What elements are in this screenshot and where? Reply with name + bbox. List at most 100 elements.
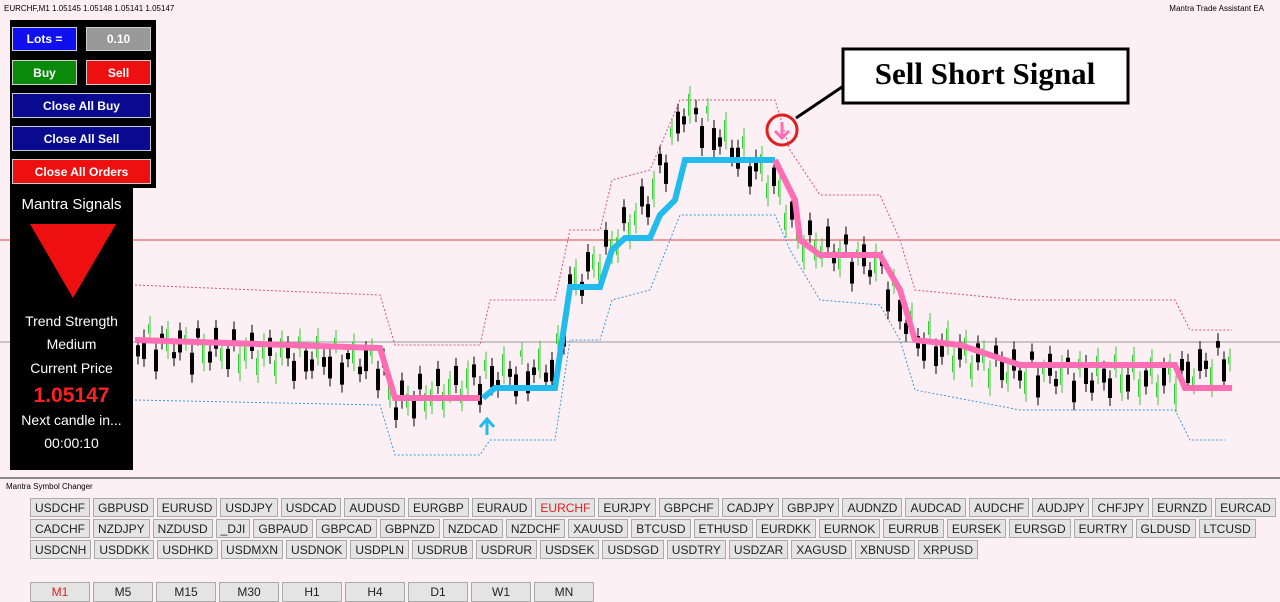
candle-body — [190, 352, 194, 375]
candle-body — [754, 157, 758, 172]
timeframe-button[interactable]: M1 — [30, 582, 90, 602]
candle-body — [1156, 382, 1157, 398]
candle-body — [328, 356, 332, 379]
symbol-button[interactable]: EURCAD — [1215, 498, 1276, 517]
symbol-button[interactable]: AUDJPY — [1032, 498, 1090, 517]
symbol-button[interactable]: GBPUSD — [93, 498, 154, 517]
symbol-button[interactable]: USDMXN — [221, 540, 284, 559]
symbol-button[interactable]: USDZAR — [728, 540, 789, 559]
sell-arrow — [773, 122, 791, 141]
symbol-button[interactable]: XAUUSD — [568, 519, 629, 538]
lots-value[interactable]: 0.10 — [86, 27, 151, 51]
timeframe-button[interactable]: D1 — [408, 582, 468, 602]
symbol-button[interactable]: USDSEK — [540, 540, 600, 559]
symbol-button[interactable]: AUDCAD — [905, 498, 967, 517]
close-all-orders[interactable]: Close All Orders — [12, 159, 151, 184]
symbol-button[interactable]: NZDJPY — [93, 519, 150, 538]
candle-body — [388, 378, 389, 400]
symbol-button[interactable]: GBPAUD — [253, 519, 314, 538]
symbol-button[interactable]: CADJPY — [721, 498, 780, 517]
symbol-button[interactable]: NZDCAD — [442, 519, 503, 538]
candle-body — [1180, 358, 1184, 371]
symbol-button[interactable]: NZDUSD — [152, 519, 213, 538]
symbol-button[interactable]: USDRUR — [475, 540, 538, 559]
candle-body — [784, 212, 785, 231]
symbol-button[interactable]: USDHKD — [157, 540, 219, 559]
candle-body — [934, 346, 938, 366]
candle-body — [772, 167, 776, 186]
symbol-button[interactable]: XRPUSD — [917, 540, 978, 559]
timeframe-button[interactable]: M30 — [219, 582, 279, 602]
candle-body — [646, 204, 650, 218]
symbol-button[interactable]: LTCUSD — [1198, 519, 1256, 538]
candle-body — [622, 207, 626, 224]
symbol-button[interactable]: BTCUSD — [631, 519, 691, 538]
timeframe-button[interactable]: MN — [534, 582, 594, 602]
candle-body — [436, 368, 440, 387]
symbol-button[interactable]: USDCAD — [280, 498, 342, 517]
symbol-button[interactable]: GLDUSD — [1135, 519, 1196, 538]
candle-body — [346, 353, 350, 360]
symbol-button[interactable]: EURUSD — [156, 498, 218, 517]
symbol-button[interactable]: EURNOK — [818, 519, 881, 538]
symbol-button[interactable]: USDCHF — [30, 498, 90, 517]
candle-body — [760, 154, 761, 174]
timeframe-button[interactable]: M15 — [156, 582, 216, 602]
trend-line-up — [481, 157, 775, 401]
close-all-sell[interactable]: Close All Sell — [12, 126, 151, 151]
symbol-button[interactable]: USDCNH — [30, 540, 92, 559]
timeframe-button[interactable]: H1 — [282, 582, 342, 602]
symbol-button[interactable]: EURSEK — [946, 519, 1007, 538]
candles — [136, 85, 1231, 428]
symbol-button[interactable]: XAGUSD — [791, 540, 852, 559]
candle-body — [970, 362, 971, 380]
symbol-button[interactable]: EURJPY — [598, 498, 656, 517]
symbol-button[interactable]: AUDNZD — [842, 498, 903, 517]
symbol-button[interactable]: AUDUSD — [344, 498, 406, 517]
timeframe-button[interactable]: H4 — [345, 582, 405, 602]
timeframe-button[interactable]: M5 — [93, 582, 153, 602]
symbol-button[interactable]: EURGBP — [408, 498, 469, 517]
symbol-button[interactable]: EURDKK — [755, 519, 816, 538]
candle-body — [994, 345, 998, 359]
close-all-buy[interactable]: Close All Buy — [12, 93, 151, 118]
symbol-button[interactable]: AUDCHF — [969, 498, 1030, 517]
symbol-button[interactable]: EURNZD — [1152, 498, 1213, 517]
symbol-button[interactable]: GBPJPY — [782, 498, 840, 517]
symbol-button[interactable]: CHFJPY — [1092, 498, 1150, 517]
symbol-button[interactable]: EURTRY — [1073, 519, 1133, 538]
symbol-button[interactable]: ETHUSD — [693, 519, 753, 538]
candle-body — [478, 383, 482, 405]
candle-body — [274, 360, 275, 377]
symbol-button[interactable]: USDPLN — [350, 540, 410, 559]
symbol-button[interactable]: EURRUB — [883, 519, 944, 538]
symbol-button[interactable]: USDTRY — [666, 540, 726, 559]
symbol-button[interactable]: GBPNZD — [379, 519, 440, 538]
symbol-button[interactable]: EURAUD — [471, 498, 533, 517]
signals-title: Mantra Signals — [21, 196, 122, 213]
candle-body — [652, 178, 653, 200]
symbol-button[interactable]: GBPCHF — [658, 498, 719, 517]
symbol-button[interactable]: USDDKK — [94, 540, 155, 559]
buy-button[interactable]: Buy — [12, 60, 77, 85]
symbol-button[interactable]: USDJPY — [220, 498, 278, 517]
candle-body — [1204, 360, 1208, 370]
symbol-button[interactable]: USDSGD — [602, 540, 664, 559]
candle-body — [502, 354, 503, 376]
symbol-button[interactable]: XBNUSD — [854, 540, 915, 559]
symbol-button[interactable]: USDNOK — [286, 540, 348, 559]
timer: 00:00:10 — [44, 435, 99, 451]
timeframe-button[interactable]: W1 — [471, 582, 531, 602]
candle-body — [1036, 375, 1040, 398]
symbol-button[interactable]: USDRUB — [412, 540, 473, 559]
symbol-button[interactable]: NZDCHF — [505, 519, 566, 538]
symbol-changer: Mantra Symbol Changer USDCHF GBPUSD EURUSD… — [0, 477, 1280, 602]
candle-body — [1126, 374, 1130, 392]
symbol-button[interactable]: _DJI — [215, 519, 251, 538]
symbol-button[interactable]: GBPCAD — [316, 519, 377, 538]
symbol-button[interactable]: EURCHF — [535, 498, 596, 517]
symbol-button[interactable]: CADCHF — [30, 519, 90, 538]
sell-button[interactable]: Sell — [86, 60, 151, 85]
symbol-button[interactable]: EURSGD — [1009, 519, 1071, 538]
